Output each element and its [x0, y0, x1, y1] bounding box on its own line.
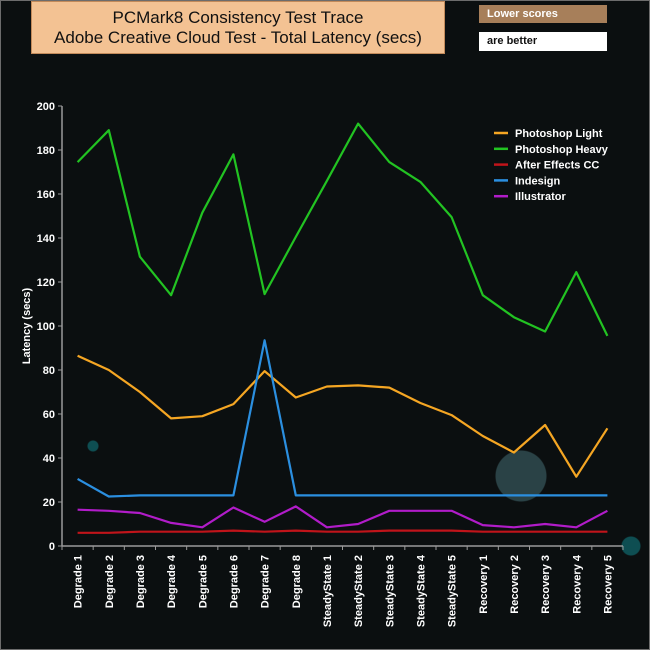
y-tick-label: 140 — [37, 233, 55, 245]
x-tick-label: Degrade 1 — [73, 555, 85, 608]
chart-title-box: PCMark8 Consistency Test Trace Adobe Cre… — [31, 1, 445, 54]
legend-label: Photoshop Heavy — [515, 144, 609, 156]
x-tick-label: SteadyState 1 — [322, 555, 334, 627]
chart-axes: 0 20 40 60 80 100 120 140 160 180 200 Latency (secs… — [21, 101, 624, 627]
legend-label: Indesign — [515, 175, 561, 187]
legend-label: Illustrator — [515, 191, 566, 203]
y-tick-label: 200 — [37, 101, 55, 113]
x-tick-label: Recovery 1 — [478, 555, 490, 614]
series-line-3 — [77, 529, 608, 534]
y-tick-label: 60 — [43, 409, 55, 421]
lower-scores-note: Lower scores — [479, 5, 607, 23]
x-tick-label: Degrade 8 — [291, 555, 303, 608]
y-tick-label: 180 — [37, 145, 55, 157]
legend-label: Photoshop Light — [515, 128, 603, 140]
y-axis-title: Latency (secs) — [21, 287, 33, 364]
x-tick-label: Recovery 3 — [540, 555, 552, 614]
series-line-2 — [76, 122, 609, 337]
legend-label: After Effects CC — [515, 160, 599, 172]
y-tick-label: 80 — [43, 365, 55, 377]
x-tick-label: Degrade 6 — [228, 555, 240, 608]
chart-title-line-1: PCMark8 Consistency Test Trace — [112, 8, 364, 27]
x-tick-label: Degrade 2 — [104, 555, 116, 608]
x-tick-label: Degrade 7 — [260, 555, 272, 608]
y-tick-label: 100 — [37, 321, 55, 333]
y-tick-label: 160 — [37, 189, 55, 201]
x-tick-label: Degrade 5 — [197, 555, 209, 608]
x-tick-label: Degrade 3 — [135, 555, 147, 608]
x-tick-label: SteadyState 2 — [353, 555, 365, 627]
series-lines — [76, 122, 609, 534]
series-line-1 — [77, 354, 609, 478]
x-tick-label: Degrade 4 — [166, 554, 178, 608]
chart-title-line-2: Adobe Creative Cloud Test - Total Latenc… — [54, 28, 422, 47]
series-line-5 — [77, 505, 608, 529]
x-tick-label: Recovery 2 — [509, 555, 521, 614]
y-tick-label: 120 — [37, 277, 55, 289]
x-tick-label: Recovery 5 — [602, 555, 614, 614]
y-tick-label: 40 — [43, 453, 55, 465]
are-better-note: are better — [479, 32, 607, 51]
x-tick-label: SteadyState 4 — [415, 554, 427, 627]
series-line-4 — [77, 339, 608, 498]
x-tick-label: SteadyState 3 — [384, 555, 396, 627]
y-tick-label: 0 — [49, 541, 55, 553]
y-tick-label: 20 — [43, 497, 55, 509]
x-tick-label: Recovery 4 — [571, 554, 583, 614]
chart-legend: Photoshop Light Photoshop Heavy After Effe… — [494, 128, 609, 203]
x-tick-label: SteadyState 5 — [447, 555, 459, 627]
